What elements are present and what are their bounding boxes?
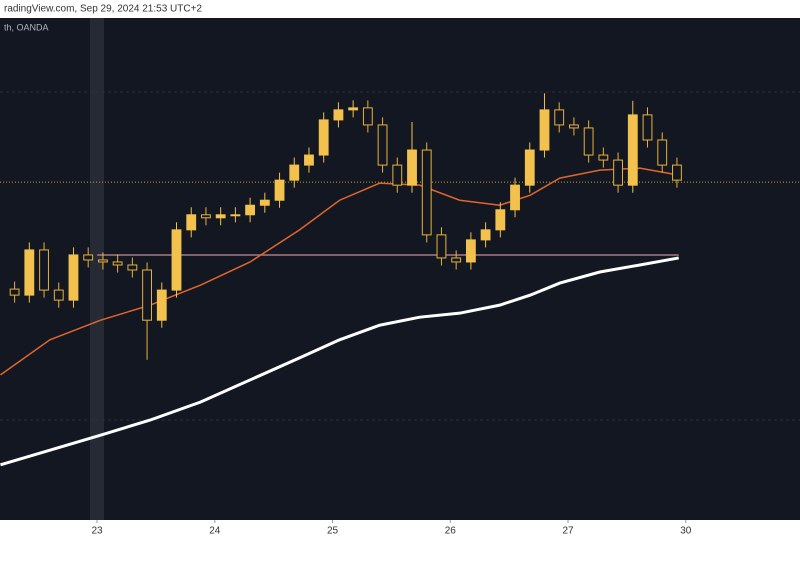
header-bar — [0, 0, 800, 18]
x-tick-label: 27 — [562, 526, 574, 537]
candle-body — [583, 127, 594, 156]
moving-average — [0, 167, 679, 376]
candle-body — [112, 261, 123, 266]
source-text: radingView.com, Sep 29, 2024 21:53 UTC+2 — [4, 4, 202, 15]
candle-body — [333, 109, 344, 121]
candle-body — [304, 154, 314, 166]
candle-body — [274, 179, 285, 201]
candle-body — [83, 254, 94, 261]
candle-body — [421, 149, 432, 236]
candle-body — [392, 164, 403, 186]
candle-body — [230, 214, 241, 217]
candle-body — [348, 107, 359, 111]
candle-body — [186, 214, 197, 231]
candle-body — [613, 159, 623, 186]
candle-body — [39, 249, 49, 291]
x-axis-band — [0, 520, 800, 543]
x-tick-label: 24 — [209, 526, 221, 537]
candle-body — [377, 124, 388, 166]
candle-body — [9, 288, 20, 296]
candle-body — [201, 214, 211, 219]
candle-body — [480, 229, 491, 241]
candle-body — [142, 269, 152, 321]
moving-average — [0, 256, 679, 467]
candle-body — [53, 289, 64, 301]
candle-body — [627, 114, 638, 186]
candle-body — [24, 249, 35, 296]
candle-body — [524, 149, 535, 186]
candle-body — [127, 264, 138, 271]
candle-body — [245, 204, 256, 216]
x-tick-label: 25 — [327, 526, 339, 537]
plot-area — [0, 18, 800, 520]
candle-body — [362, 107, 373, 126]
x-tick-label: 30 — [680, 526, 692, 537]
candle-body — [554, 109, 565, 126]
candle-body — [657, 139, 668, 166]
candle-body — [436, 234, 447, 259]
candle-body — [672, 164, 682, 181]
candle-body — [259, 199, 270, 206]
x-tick-label: 26 — [445, 526, 457, 537]
candle-body — [68, 254, 79, 301]
symbol-label: th, OANDA — [4, 22, 49, 32]
candle-body — [97, 259, 108, 263]
candle-body — [539, 109, 550, 151]
candle-body — [569, 124, 579, 129]
session-band — [90, 18, 104, 520]
candle-body — [642, 114, 653, 141]
candle-body — [318, 119, 329, 156]
candle-body — [510, 184, 520, 211]
plot-layer: 23 24 25 26 27 30 — [0, 93, 800, 537]
candle-body — [156, 289, 167, 321]
candle-body — [407, 149, 417, 186]
candle-body — [495, 209, 506, 231]
x-tick-label: 23 — [91, 526, 103, 537]
candle-body — [171, 229, 182, 291]
candle-body — [451, 257, 462, 263]
candle-body — [598, 154, 609, 161]
candle-body — [215, 214, 226, 219]
candle-body — [289, 164, 300, 181]
candle-body — [465, 239, 476, 263]
